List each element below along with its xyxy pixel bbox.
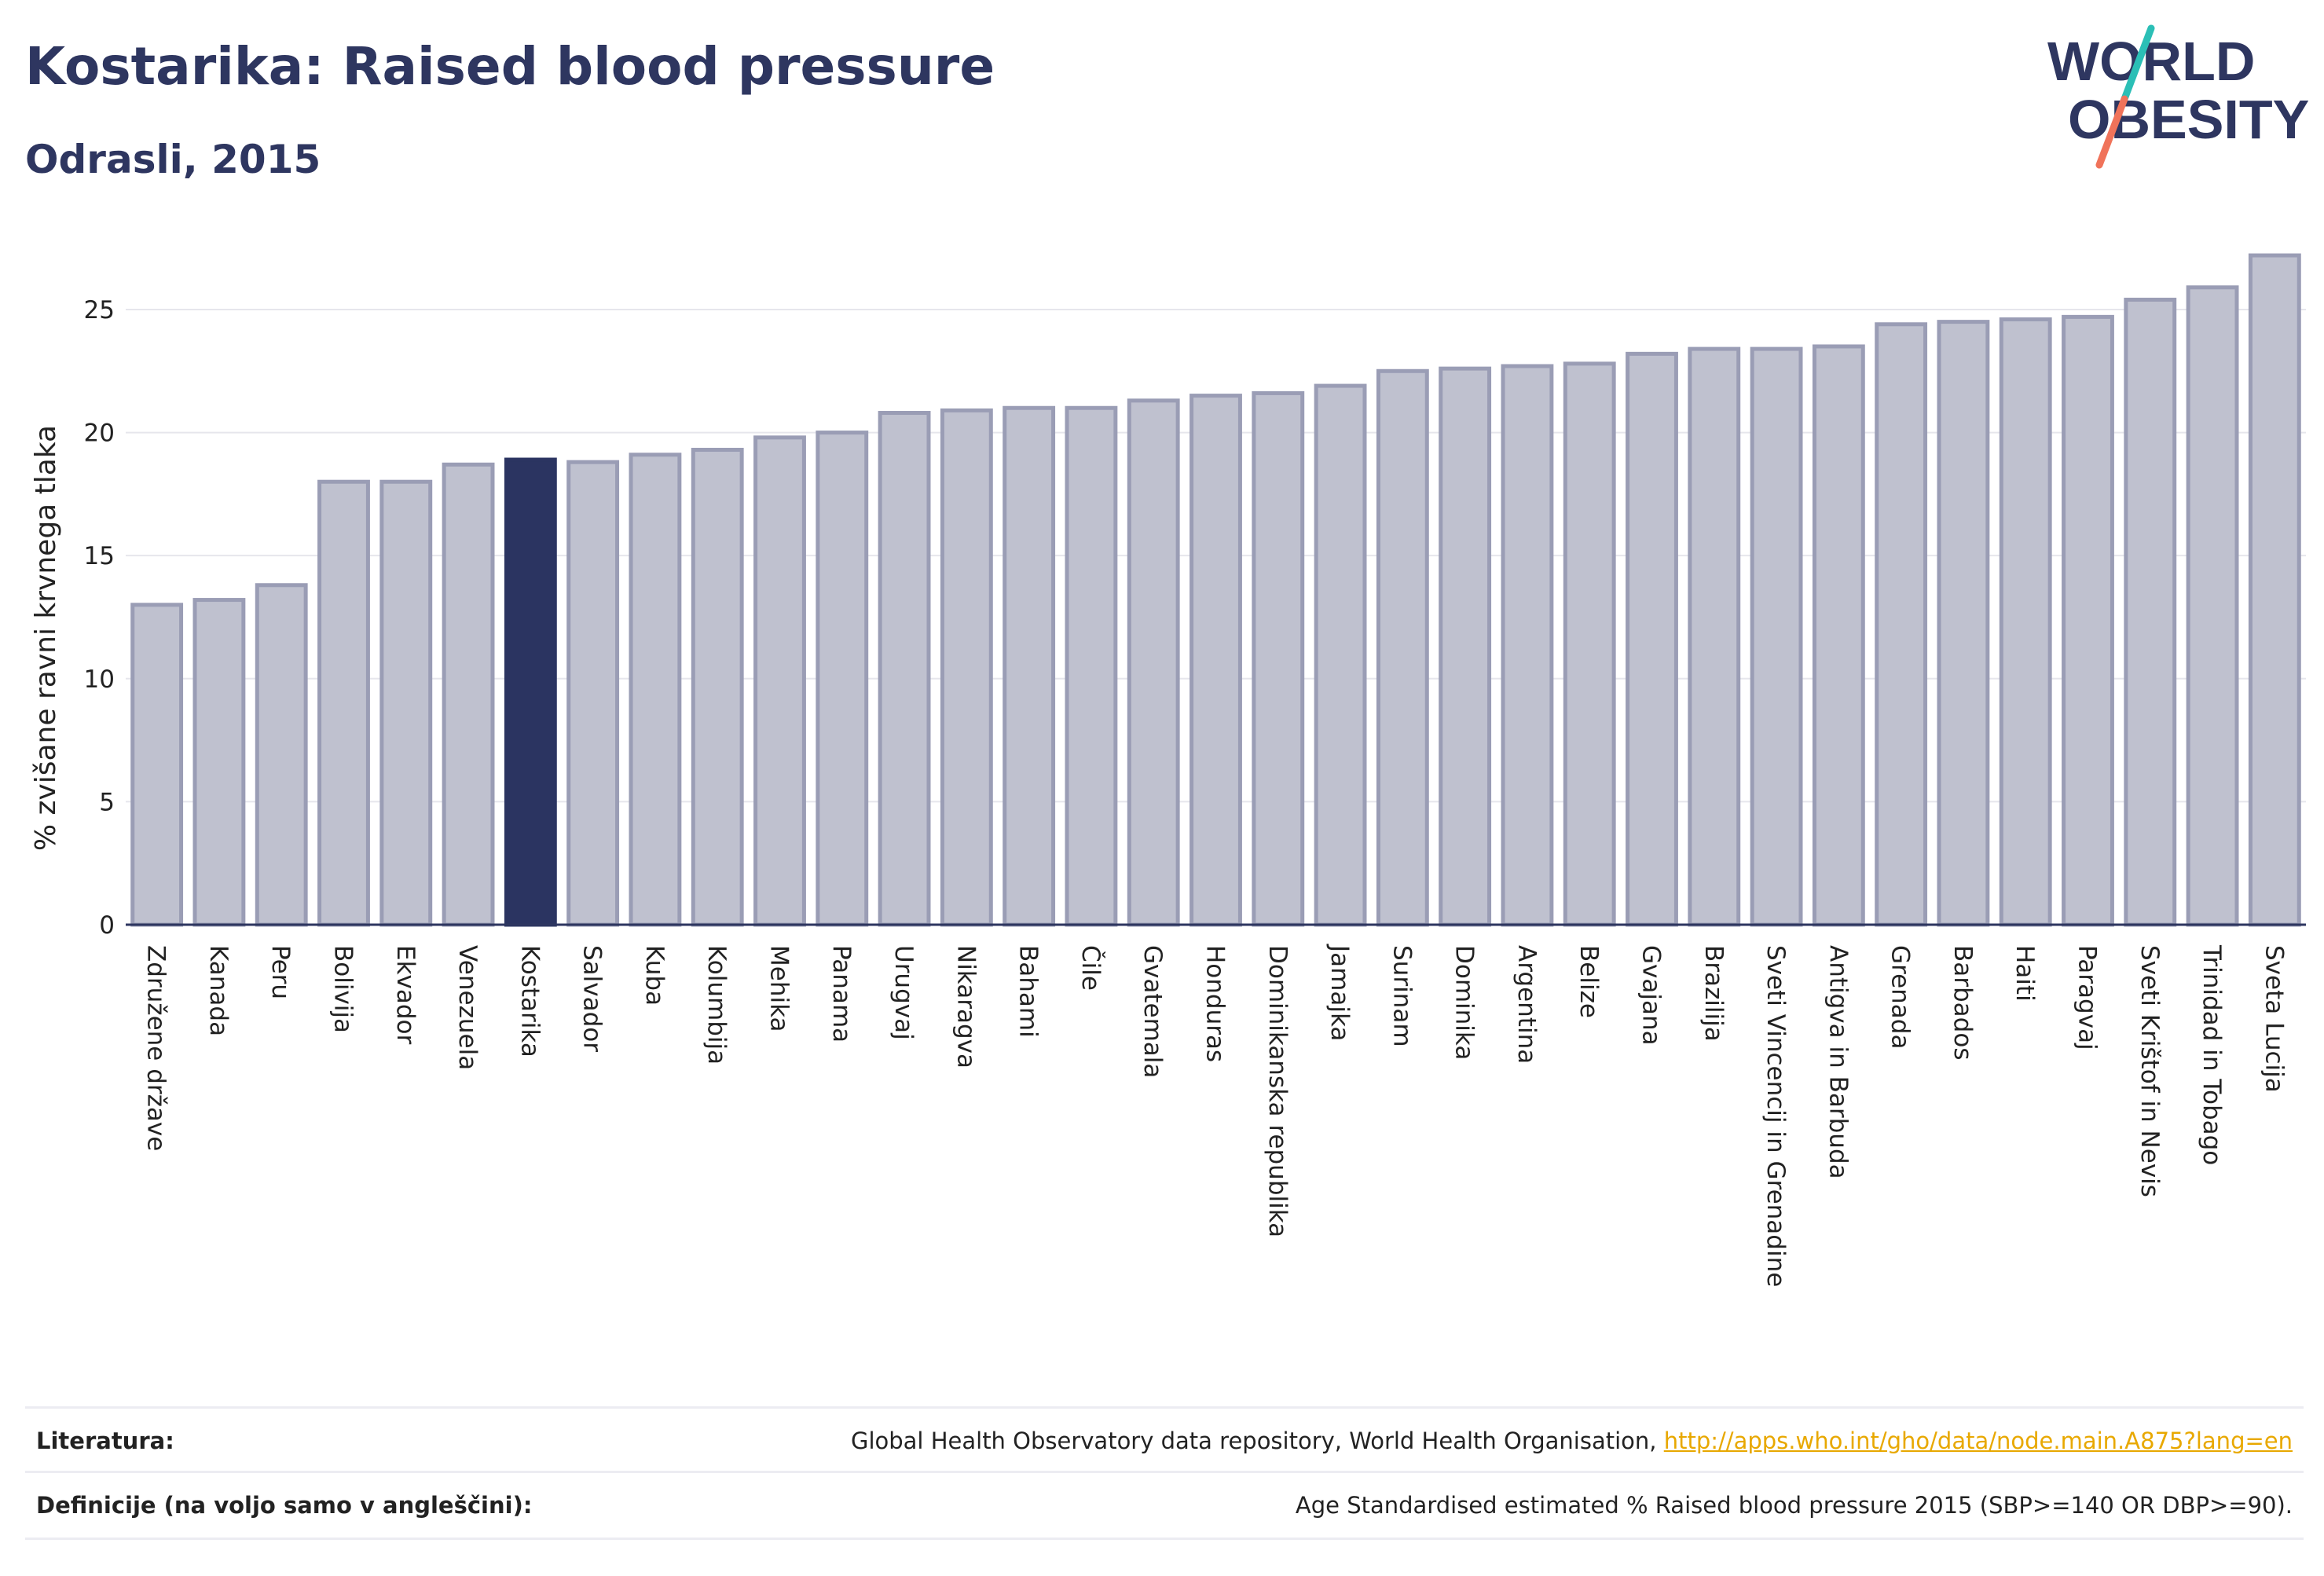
bar[interactable] (1376, 368, 1429, 927)
footer-definitions-label: Definicije (na voljo samo v angleščini): (36, 1492, 533, 1519)
x-tick-label: Peru (266, 945, 295, 999)
y-tick-label: 15 (84, 542, 115, 570)
footer-sources-value: Global Health Observatory data repositor… (851, 1428, 2304, 1454)
x-tick-label: Trinidad in Tobago (2198, 944, 2226, 1165)
x-tick-label: Urugvaj (889, 945, 918, 1040)
x-tick-label: Kuba (640, 945, 669, 1006)
bar-highlighted[interactable] (504, 457, 557, 927)
bar[interactable] (1626, 351, 1678, 927)
x-tick-label: Mehika (765, 945, 794, 1032)
bar[interactable] (1999, 317, 2052, 927)
x-tick-label: Grenada (1886, 945, 1915, 1049)
y-tick-label: 25 (84, 296, 115, 324)
bar[interactable] (1003, 405, 1056, 927)
bar-layer (130, 253, 2301, 927)
bar[interactable] (1252, 390, 1305, 927)
x-tick-label: Belize (1574, 945, 1603, 1018)
x-tick-label: Antigva in Barbuda (1824, 945, 1852, 1179)
x-tick-label: Dominika (1450, 945, 1479, 1060)
footer-sources-link[interactable]: http://apps.who.int/gho/data/node.main.A… (1663, 1428, 2293, 1454)
bar[interactable] (130, 603, 184, 927)
x-tick-label: Kostarika (515, 945, 544, 1057)
x-tick-label: Gvajana (1637, 945, 1666, 1046)
bar[interactable] (566, 460, 620, 927)
bar[interactable] (1688, 346, 1741, 927)
x-tick-label: Bolivija (329, 945, 357, 1033)
footer-definitions-value: Age Standardised estimated % Raised bloo… (1295, 1492, 2293, 1519)
y-tick-label: 0 (99, 911, 115, 940)
y-tick-label: 10 (84, 665, 115, 694)
world-obesity-logo: WORLD OBESITY (2047, 24, 2309, 169)
bar[interactable] (691, 447, 744, 927)
chart-subtitle: Odrasli, 2015 (25, 137, 321, 182)
bar[interactable] (1875, 322, 1928, 927)
bar-chart: 0 5 10 15 20 25 Združene države Kanada Peru Boliv… (30, 253, 2306, 1287)
footer-sources-text: Global Health Observatory data repositor… (850, 1428, 1664, 1454)
x-tick-label: Honduras (1201, 945, 1230, 1062)
x-tick-label: Ekvador (391, 945, 420, 1045)
x-tick-label: Venezuela (453, 945, 482, 1070)
bar[interactable] (1937, 320, 1990, 927)
bar[interactable] (1065, 405, 1118, 927)
x-tick-label: Združene države (142, 945, 170, 1151)
bar[interactable] (753, 435, 806, 927)
bar[interactable] (442, 462, 495, 927)
bar[interactable] (192, 598, 246, 927)
y-tick-label: 5 (99, 788, 115, 816)
bar[interactable] (1439, 366, 1492, 927)
footer-sources-row: Literatura: Global Health Observatory da… (25, 1406, 2304, 1473)
x-tick-label: Jamajka (1325, 944, 1354, 1041)
bar[interactable] (2248, 253, 2301, 927)
x-tick-label: Čile (1076, 945, 1105, 991)
x-tick-label: Surinam (1387, 945, 1416, 1047)
bar[interactable] (2124, 297, 2177, 927)
bar[interactable] (1127, 398, 1180, 927)
bar[interactable] (940, 408, 993, 927)
chart-title: Kostarika: Raised blood pressure (25, 36, 995, 97)
x-tick-label: Nikaragva (951, 945, 980, 1068)
bar[interactable] (878, 411, 931, 927)
x-tick-label: Paragvaj (2073, 945, 2102, 1050)
bar[interactable] (1563, 361, 1616, 927)
bar[interactable] (1189, 394, 1242, 927)
y-axis-title: % zvišane ravni krvnega tlaka (30, 425, 62, 851)
bar[interactable] (379, 479, 433, 927)
bar[interactable] (255, 583, 308, 927)
x-tick-label: Barbados (1948, 945, 1977, 1060)
bar[interactable] (629, 453, 682, 927)
x-tick-label: Kolumbija (702, 945, 731, 1065)
bar[interactable] (2186, 285, 2239, 927)
x-tick-label: Sveti Krištof in Nevis (2135, 945, 2164, 1197)
x-tick-label: Panama (827, 945, 856, 1043)
logo-slash-bottom (2095, 95, 2128, 169)
footer-sources-label: Literatura: (36, 1428, 174, 1454)
x-tick-label: Argentina (1512, 945, 1541, 1064)
x-tick-label: Sveta Lucija (2260, 945, 2288, 1093)
bar[interactable] (2062, 314, 2114, 927)
bar[interactable] (1750, 346, 1803, 927)
x-tick-label: Sveti Vincencij in Grenadine (1761, 945, 1790, 1287)
x-tick-label: Dominikanska republika (1263, 945, 1292, 1237)
bar[interactable] (1812, 344, 1865, 927)
label-layer: 0 5 10 15 20 25 Združene države Kanada Peru Boliv… (84, 296, 2289, 1287)
logo-word-world: WORLD (2047, 31, 2255, 92)
bar[interactable] (816, 431, 869, 927)
y-tick-label: 20 (84, 420, 115, 448)
x-tick-label: Bahami (1014, 945, 1043, 1038)
x-tick-label: Gvatemala (1138, 945, 1167, 1078)
x-tick-label: Brazilija (1699, 945, 1728, 1042)
x-tick-label: Salvador (578, 945, 607, 1052)
x-tick-label: Haiti (2011, 945, 2039, 1002)
logo-slash-top (2121, 24, 2155, 103)
footer-definitions-row: Definicije (na voljo samo v angleščini):… (25, 1471, 2304, 1540)
bar[interactable] (317, 479, 370, 927)
x-tick-label: Kanada (204, 945, 233, 1036)
bar[interactable] (1501, 364, 1554, 927)
bar[interactable] (1314, 383, 1367, 927)
